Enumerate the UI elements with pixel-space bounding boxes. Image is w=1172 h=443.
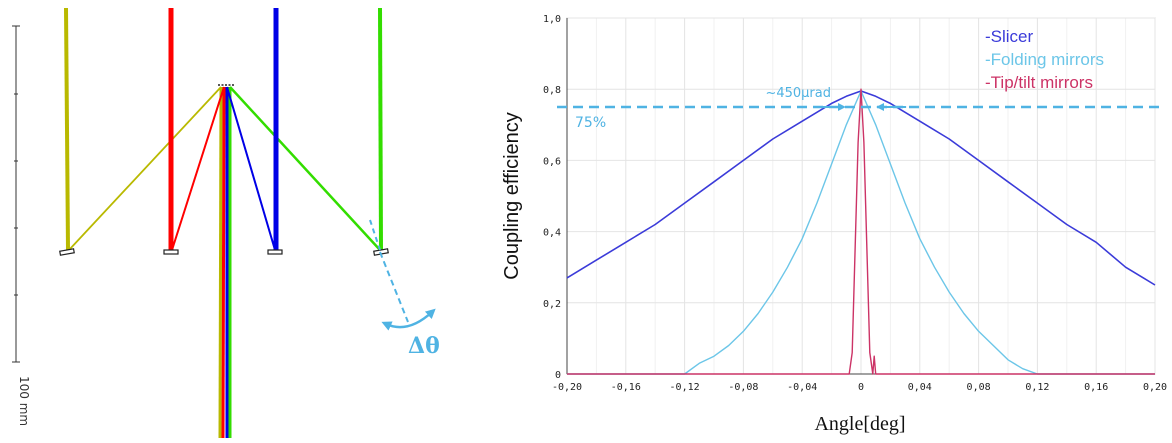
x-tick-label: 0,12 (1025, 382, 1049, 393)
x-tick-label: 0,16 (1084, 382, 1108, 393)
legend-item-2: -Folding mirrors (985, 50, 1104, 69)
y-tick-label: 0,2 (543, 299, 561, 310)
x-tick-label: -0,12 (670, 382, 700, 393)
x-tick-labels: -0,20 -0,16 -0,12 -0,08 -0,04 0 0,04 0,08 0,12 0,… (552, 382, 1167, 393)
series-line-3 (567, 88, 1155, 375)
x-tick-label: -0,16 (611, 382, 641, 393)
y-tick-labels: 0 0,2 0,4 0,6 0,8 1,0 (543, 14, 561, 381)
optical-diagram: 100 mm (12, 7, 440, 439)
width-label: ~450µrad (765, 86, 831, 101)
scale-bar: 100 mm (12, 25, 31, 426)
mirror-yellow (59, 248, 75, 256)
beam-yellow (64, 7, 223, 439)
y-tick-label: 0,6 (543, 156, 561, 167)
x-axis-label: Angle[deg] (814, 413, 905, 435)
y-axis-label: Coupling efficiency (501, 112, 523, 280)
legend: -Slicer -Folding mirrors -Tip/tilt mirrors (985, 27, 1104, 92)
legend-item-3: -Tip/tilt mirrors (985, 73, 1093, 92)
threshold-label: 75% (575, 115, 606, 131)
legend-item-1: -Slicer (985, 27, 1034, 46)
y-tick-label: 0 (555, 370, 561, 381)
mirror-blue (267, 249, 283, 255)
scale-label: 100 mm (17, 376, 31, 426)
y-tick-label: 1,0 (543, 14, 561, 25)
beam-green (228, 7, 383, 438)
x-tick-label: 0 (858, 382, 864, 393)
tilt-annotation (369, 219, 436, 331)
x-tick-label: 0,04 (908, 382, 932, 393)
x-tick-label: -0,08 (728, 382, 758, 393)
mirror-red (163, 249, 179, 255)
y-tick-label: 0,8 (543, 85, 561, 96)
x-tick-label: -0,04 (787, 382, 817, 393)
x-tick-label: -0,20 (552, 382, 582, 393)
delta-theta-label: Δθ (408, 333, 440, 359)
coupling-efficiency-chart: 00,20,40,60,81,0 -0,20 -0,16 -0,12 -0,08 -0,… (501, 14, 1167, 435)
x-tick-label: 0,20 (1143, 382, 1167, 393)
beam-red (168, 8, 226, 439)
series-lines (566, 88, 1156, 375)
x-tick-label: 0,08 (967, 382, 991, 393)
chart-annotations: 75% ~450µrad (557, 86, 1159, 131)
grid (566, 17, 1156, 375)
y-tick-label: 0,4 (543, 228, 561, 239)
beam-blue (225, 8, 279, 438)
